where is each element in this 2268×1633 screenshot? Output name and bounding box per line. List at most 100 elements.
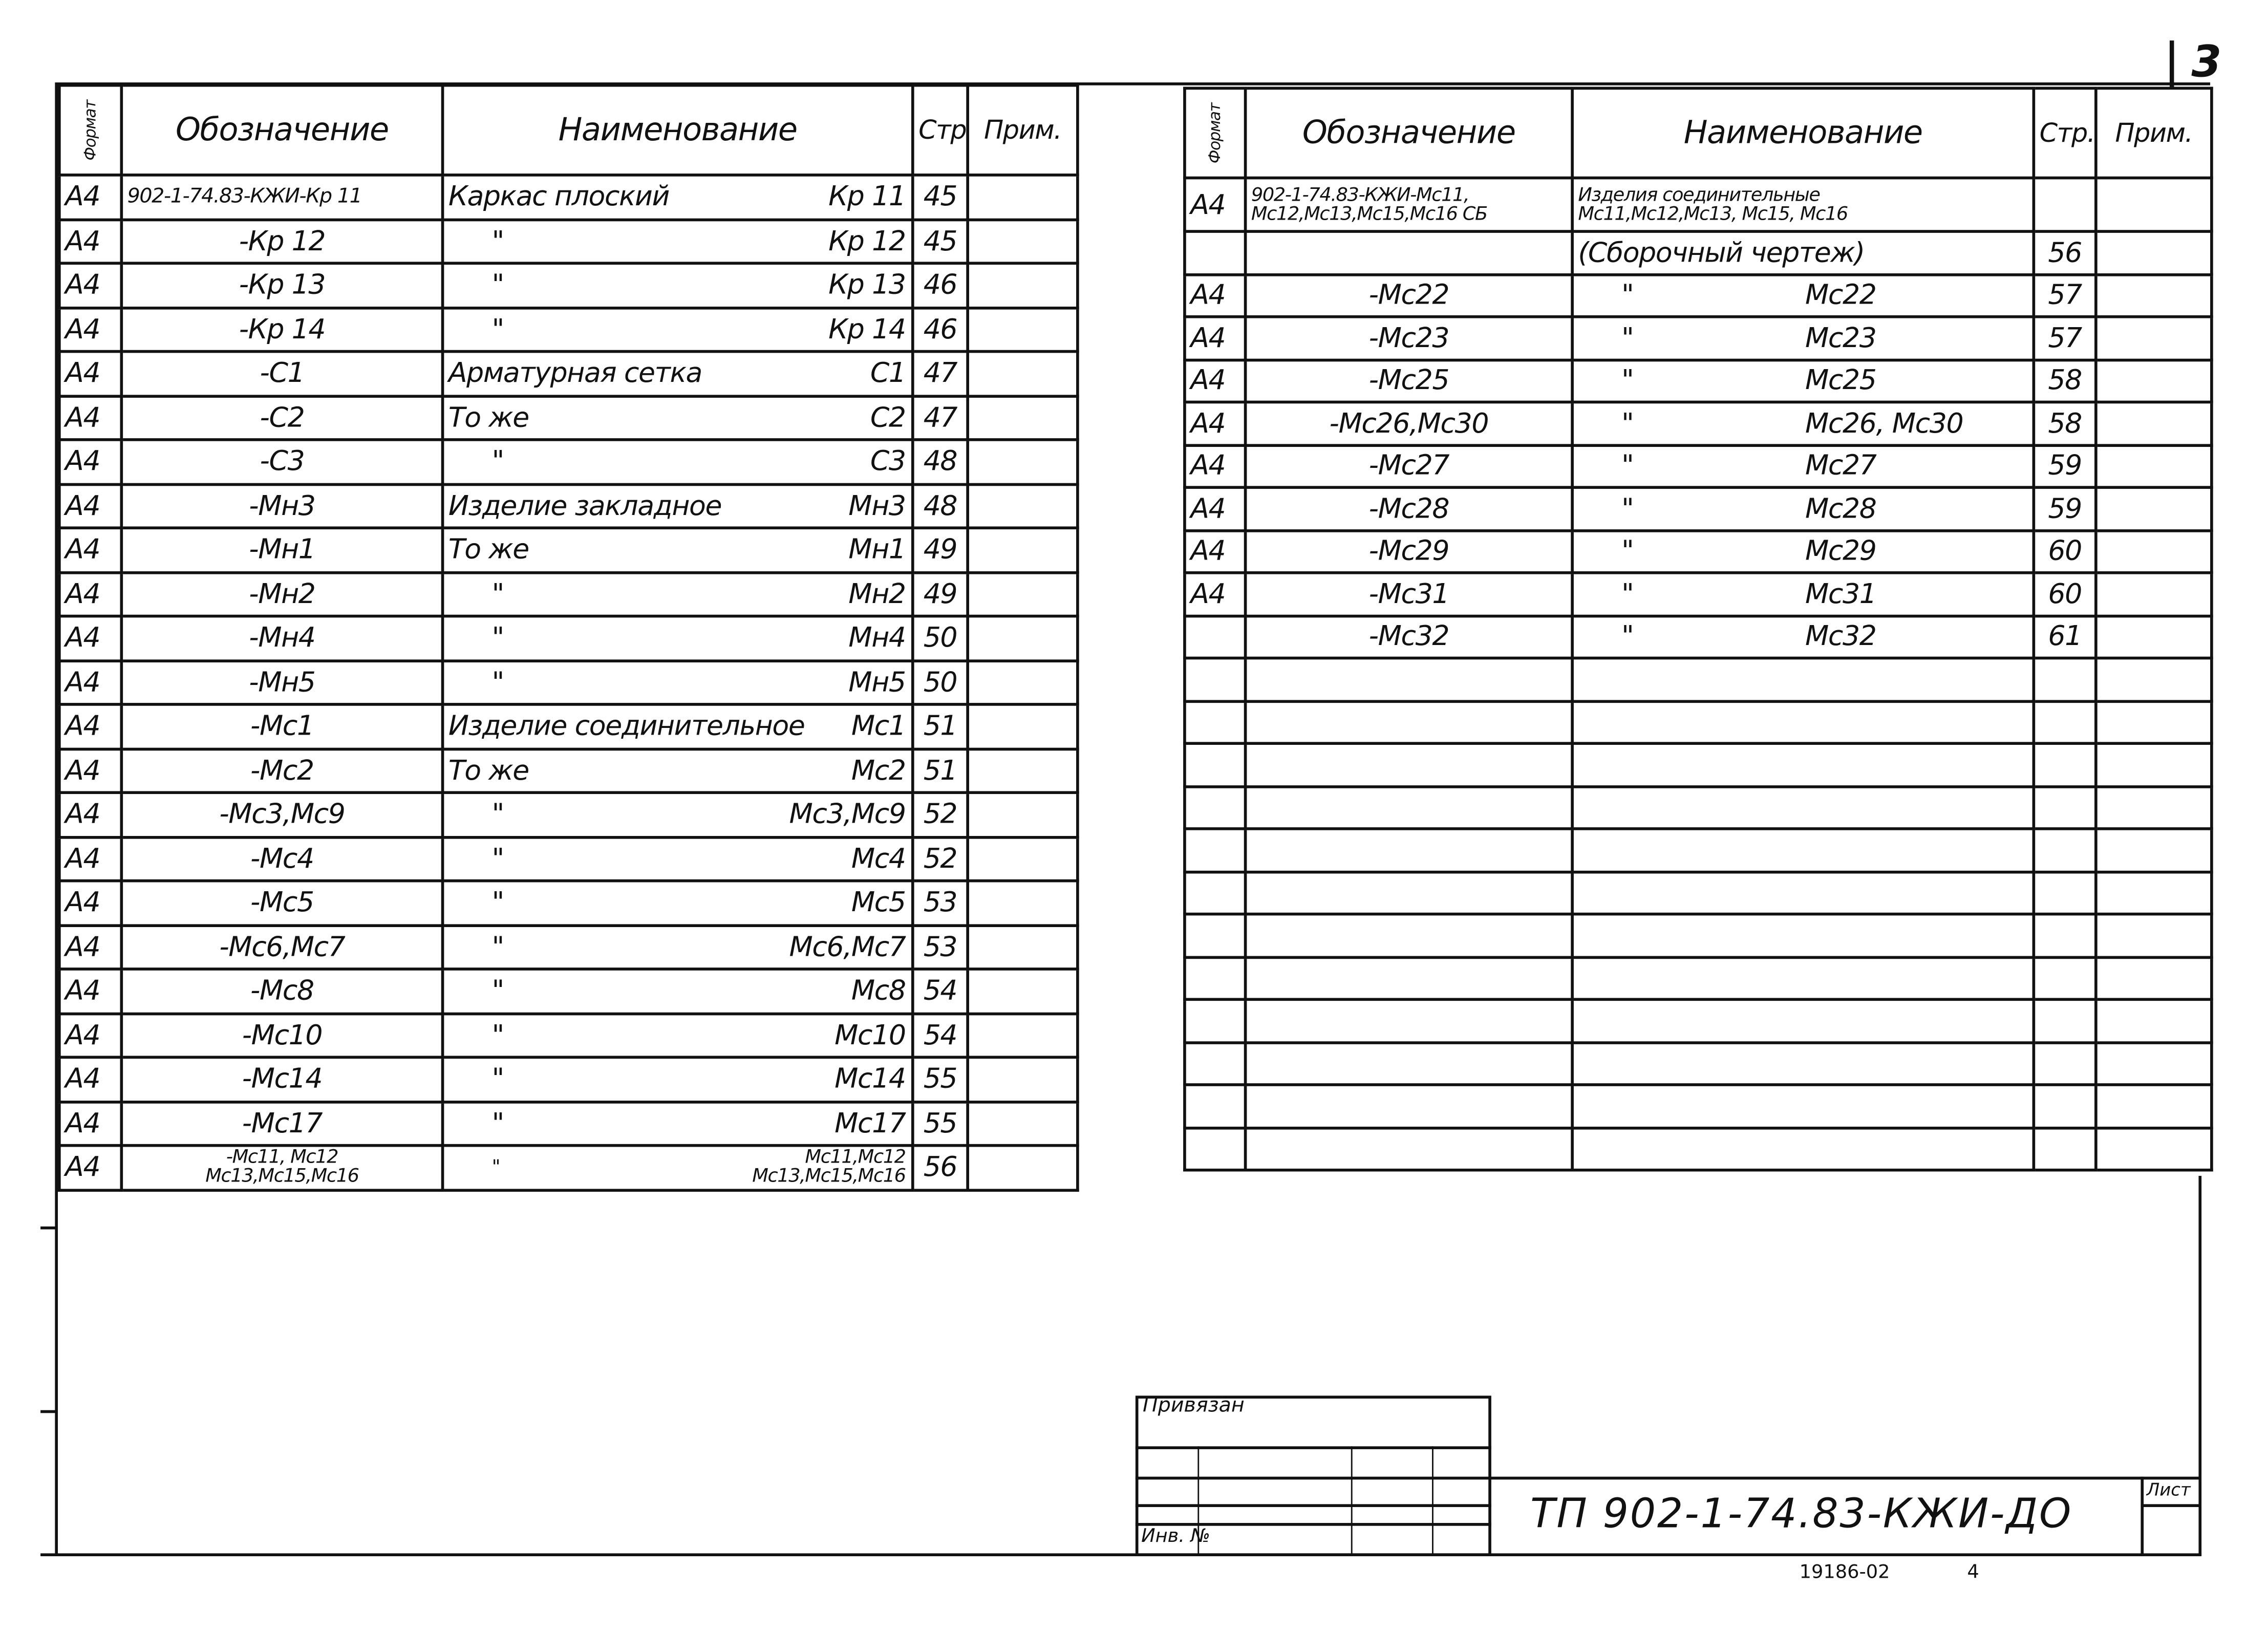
linked-label: Привязан — [1142, 1394, 1245, 1417]
linked-block — [1135, 1395, 1491, 1557]
table-row: А4 -Мс17 " Мс17 55 — [58, 1100, 1079, 1147]
empty-cell — [2032, 827, 2098, 873]
frame-top-line — [58, 82, 2211, 85]
designation-cell: -Мс23 — [1244, 315, 1574, 361]
name-text: " — [491, 1156, 501, 1178]
note-cell — [966, 174, 1079, 221]
page-cell: 54 — [911, 1012, 969, 1059]
empty-row — [1183, 870, 2213, 916]
format-cell: А4 — [58, 482, 123, 530]
name-text: " — [1621, 492, 1634, 525]
name-cell: Изделие закладное Мн3 — [441, 482, 914, 530]
empty-cell — [2032, 1040, 2098, 1086]
empty-cell — [2032, 699, 2098, 745]
table-row: А4 -С1 Арматурная сетка С1 47 — [58, 350, 1079, 397]
format-cell: А4 — [58, 923, 123, 971]
table-row: А4 -Мс14 " Мс14 55 — [58, 1056, 1079, 1103]
mark-text: Кр 14 — [828, 313, 906, 346]
format-cell: А4 — [58, 1100, 123, 1147]
table-row: (Сборочный чертеж) 56 — [1183, 230, 2213, 276]
designation-cell: -Мс4 — [120, 835, 444, 883]
table-row: А4 -Мс26,Мс30 " Мс26, Мс30 58 — [1183, 400, 2213, 446]
frame-left-line — [55, 82, 58, 1555]
note-cell — [2094, 614, 2213, 660]
table-row: А4 -Мн1 То же Мн1 49 — [58, 526, 1079, 574]
empty-row — [1183, 912, 2213, 958]
name-cell: " Мс8 — [441, 968, 914, 1015]
name-text: " — [491, 225, 505, 257]
designation-cell: -Мс28 — [1244, 486, 1574, 532]
frame-bottom-line — [40, 1553, 2202, 1557]
mark-text: Мс27 — [1805, 450, 1877, 482]
mark-text: Мс26, Мс30 — [1805, 407, 1964, 440]
table-row: А4 -Мн4 " Мн4 50 — [58, 614, 1079, 662]
name-cell: " Мс4 — [441, 835, 914, 883]
name-cell: " Мс27 — [1571, 443, 2036, 489]
name-text: Каркас плоский — [448, 181, 670, 213]
name-cell: " Мс25 — [1571, 358, 2036, 404]
note-cell — [966, 1056, 1079, 1103]
format-cell: А4 — [1183, 486, 1247, 532]
empty-cell — [2032, 912, 2098, 958]
format-cell: А4 — [58, 350, 123, 397]
page-cell: 49 — [911, 526, 969, 574]
empty-cell — [2094, 870, 2213, 916]
empty-cell — [1183, 742, 1247, 788]
empty-cell — [1183, 656, 1247, 702]
empty-cell — [2094, 742, 2213, 788]
format-cell: А4 — [58, 1056, 123, 1103]
header-note: Прим. — [2094, 87, 2213, 180]
note-cell — [966, 218, 1079, 265]
note-cell — [966, 791, 1079, 839]
name-text: " — [491, 1019, 505, 1051]
page-cell: 46 — [911, 306, 969, 353]
note-cell — [966, 570, 1079, 618]
empty-cell — [1571, 699, 2036, 745]
tb-line — [1135, 1446, 1491, 1449]
format-cell: А4 — [58, 703, 123, 750]
empty-cell — [1244, 742, 1574, 788]
page-cell: 57 — [2032, 315, 2098, 361]
table-header: Формат Обозначение Наименование Стр. При… — [59, 83, 1079, 177]
empty-row — [1183, 1040, 2213, 1086]
empty-row — [1183, 656, 2213, 702]
table-row: А4 -Мс10 " Мс10 54 — [58, 1012, 1079, 1059]
format-cell: А4 — [58, 614, 123, 662]
empty-cell — [1183, 870, 1247, 916]
note-cell — [966, 747, 1079, 794]
note-cell — [966, 482, 1079, 530]
name-cell: Изделия соединительные Мс11,Мс12,Мс13, М… — [1571, 176, 2036, 233]
format-cell — [1183, 614, 1247, 660]
page-cell: 58 — [2032, 400, 2098, 446]
page-cell: 52 — [911, 835, 969, 883]
note-cell — [966, 306, 1079, 353]
empty-cell — [2094, 1126, 2213, 1172]
designation-cell: 902-1-74.83-КЖИ-Кр 11 — [120, 174, 444, 221]
empty-row — [1183, 1083, 2213, 1129]
note-cell — [2094, 443, 2213, 489]
note-cell — [2094, 176, 2213, 233]
designation-cell: -Мс32 — [1244, 614, 1574, 660]
empty-cell — [1244, 827, 1574, 873]
format-cell: А4 — [58, 968, 123, 1015]
mark-text: Мс11,Мс12 Мс13,Мс15,Мс16 — [752, 1147, 906, 1188]
mark-text: Кр 11 — [828, 181, 906, 213]
note-cell — [966, 350, 1079, 397]
format-cell: А4 — [1183, 176, 1247, 233]
empty-cell — [1244, 955, 1574, 1001]
empty-row — [1183, 742, 2213, 788]
table-row: А4 -Мн3 Изделие закладное Мн3 48 — [58, 482, 1079, 530]
name-cell: " Мс22 — [1571, 272, 2036, 318]
frame-corner-mark — [2169, 40, 2174, 87]
name-text: " — [1621, 620, 1634, 653]
format-cell: А4 — [58, 1012, 123, 1059]
header-designation: Обозначение — [120, 83, 444, 177]
name-text: " — [1621, 322, 1634, 354]
table-row: А4 -Мс29 " Мс29 60 — [1183, 528, 2213, 574]
name-text: " — [491, 269, 505, 302]
designation-cell: -Мн4 — [120, 614, 444, 662]
name-cell: " Мс11,Мс12 Мс13,Мс15,Мс16 — [441, 1144, 914, 1191]
spec-table-right: Формат Обозначение Наименование Стр. При… — [1183, 87, 2213, 1172]
mark-text: Мс8 — [851, 975, 906, 1007]
format-cell: А4 — [1183, 358, 1247, 404]
